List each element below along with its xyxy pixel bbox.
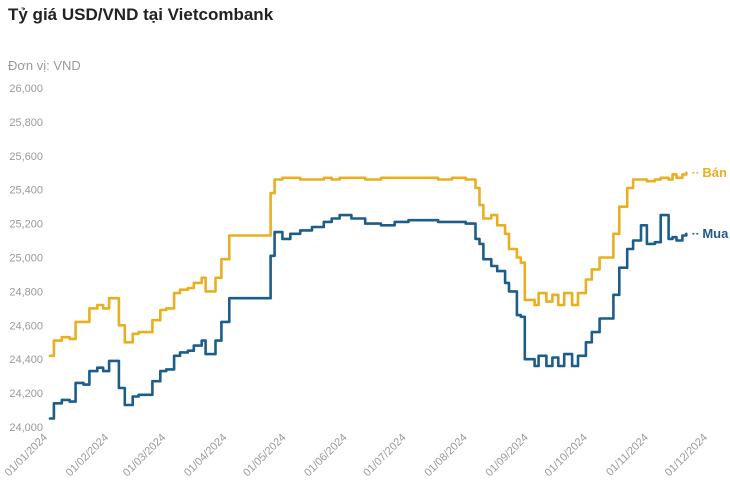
y-tick-label: 25,000 — [9, 253, 43, 265]
y-tick-label: 24,400 — [9, 354, 43, 366]
y-tick-label: 26,000 — [9, 83, 43, 95]
x-tick-label: 01/01/2024 — [3, 432, 50, 479]
x-tick-label: 01/04/2024 — [182, 432, 229, 479]
x-tick-label: 01/03/2024 — [121, 432, 168, 479]
x-axis: 01/01/2024 01/02/2024 01/03/2024 01/04/2024… — [3, 432, 710, 479]
series-labels: Bán Mua — [692, 165, 729, 241]
chart-title: Tỷ giá USD/VND tại Vietcombank — [8, 5, 274, 24]
x-tick-label: 01/06/2024 — [302, 432, 349, 479]
y-tick-label: 24,200 — [9, 388, 43, 400]
x-tick-label: 01/10/2024 — [543, 432, 590, 479]
series-label: Mua — [702, 226, 729, 241]
x-tick-label: 01/05/2024 — [241, 432, 288, 479]
series-line — [48, 171, 688, 358]
series-label: Bán — [702, 165, 727, 180]
unit-label: Đơn vị: VND — [8, 58, 81, 73]
series-line — [48, 213, 688, 420]
x-tick-label: 01/08/2024 — [422, 432, 469, 479]
x-tick-label: 01/12/2024 — [663, 432, 710, 479]
x-tick-label: 01/02/2024 — [64, 432, 111, 479]
y-tick-label: 24,600 — [9, 320, 43, 332]
series-layer — [48, 171, 688, 420]
x-tick-label: 01/11/2024 — [604, 432, 651, 479]
y-tick-label: 25,800 — [9, 117, 43, 129]
y-tick-label: 25,200 — [9, 219, 43, 231]
y-tick-label: 25,400 — [9, 185, 43, 197]
y-tick-label: 24,000 — [9, 422, 43, 434]
y-tick-label: 25,600 — [9, 151, 43, 163]
y-tick-label: 24,800 — [9, 286, 43, 298]
x-tick-label: 01/07/2024 — [361, 432, 408, 479]
y-axis: 24,000 24,200 24,400 24,600 24,800 25,000 25,2… — [9, 83, 43, 434]
x-tick-label: 01/09/2024 — [483, 432, 530, 479]
